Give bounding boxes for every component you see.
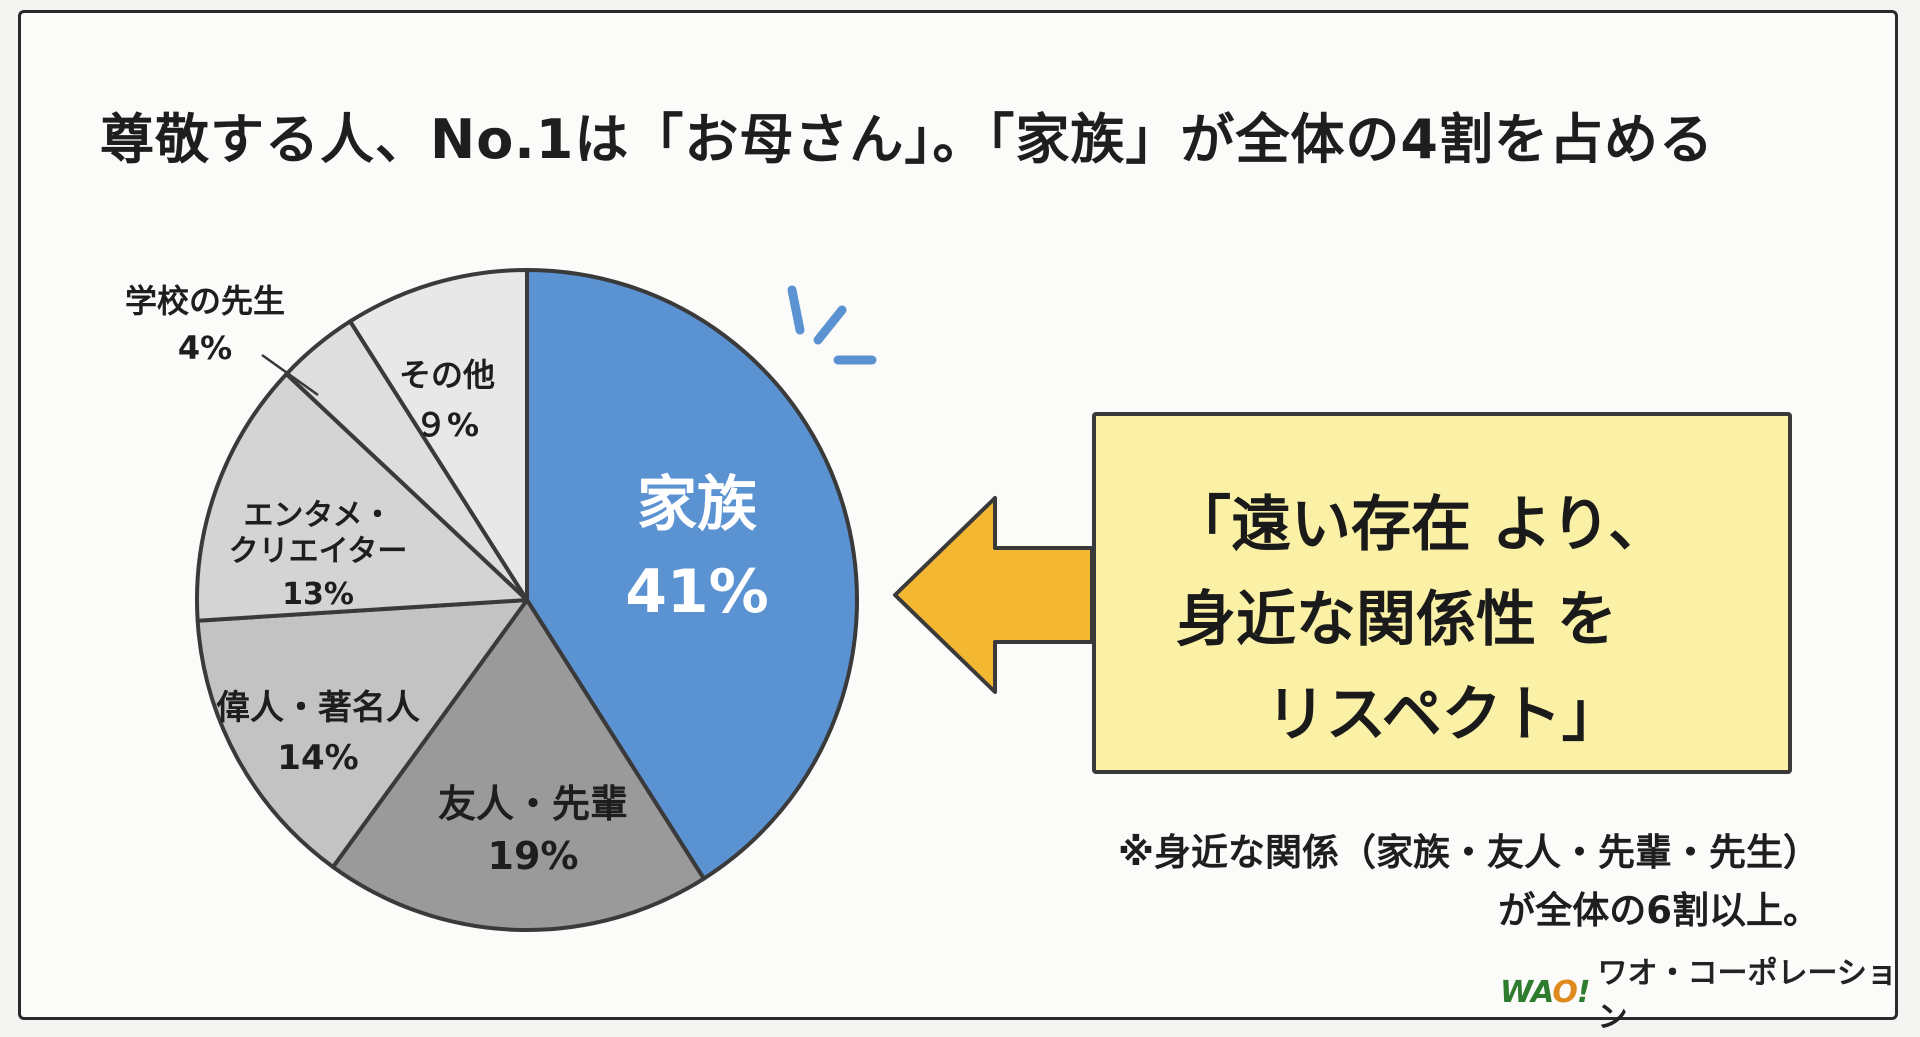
slice-label: 家族 <box>637 470 757 540</box>
company-logo: WAO! ワオ・コーポレーション <box>1500 948 1920 1036</box>
leader-line <box>261 353 319 397</box>
callout-line-3: リスペクト」 <box>1266 680 1622 750</box>
wao-logo-icon: WAO! <box>1500 974 1591 1010</box>
footnote-line-1: ※身近な関係（家族・友人・先輩・先生） <box>1118 831 1820 874</box>
pie-slices <box>195 268 859 932</box>
left-arrow-icon <box>893 496 1094 694</box>
callout-line-2: 身近な関係性 を <box>1176 585 1617 655</box>
slice-label: その他 <box>399 356 495 394</box>
pie-decorations <box>261 285 877 397</box>
slice-value-label: ９% <box>415 406 479 444</box>
slice-value-label: 13% <box>282 577 354 612</box>
callout-box: 「遠い存在 より、 身近な関係性 を リスペクト」 <box>1092 412 1792 774</box>
page-title: 尊敬する人、No.1は「お母さん」。「家族」が全体の4割を占める <box>100 108 1714 171</box>
footnote-line-2: が全体の6割以上。 <box>1498 889 1820 932</box>
slice-label: クリエイター <box>229 534 408 569</box>
pie-slice <box>195 598 529 869</box>
emphasis-spark <box>787 285 805 335</box>
slice-label: 友人・先輩 <box>438 782 628 826</box>
emphasis-spark <box>813 305 847 345</box>
slice-value-label: 19% <box>488 834 579 878</box>
slice-value-label: 41% <box>625 557 769 627</box>
pie-slice <box>331 598 706 932</box>
slice-label: 学校の先生 <box>125 282 285 320</box>
slice-label: エンタメ・ <box>243 498 392 533</box>
pie-slice <box>195 372 529 623</box>
slice-value-label: 4% <box>178 329 232 367</box>
pie-labels: 家族 41% 友人・先輩 19% 偉人・著名人 14% エンタメ・クリエイター 13% 学校の先… <box>125 282 769 878</box>
company-name: ワオ・コーポレーション <box>1597 956 1897 1035</box>
callout-line-1: 「遠い存在 より、 <box>1171 490 1669 560</box>
slice-label: 偉人・著名人 <box>216 688 420 728</box>
pie-slice <box>348 268 529 602</box>
slice-value-label: 14% <box>277 738 358 778</box>
